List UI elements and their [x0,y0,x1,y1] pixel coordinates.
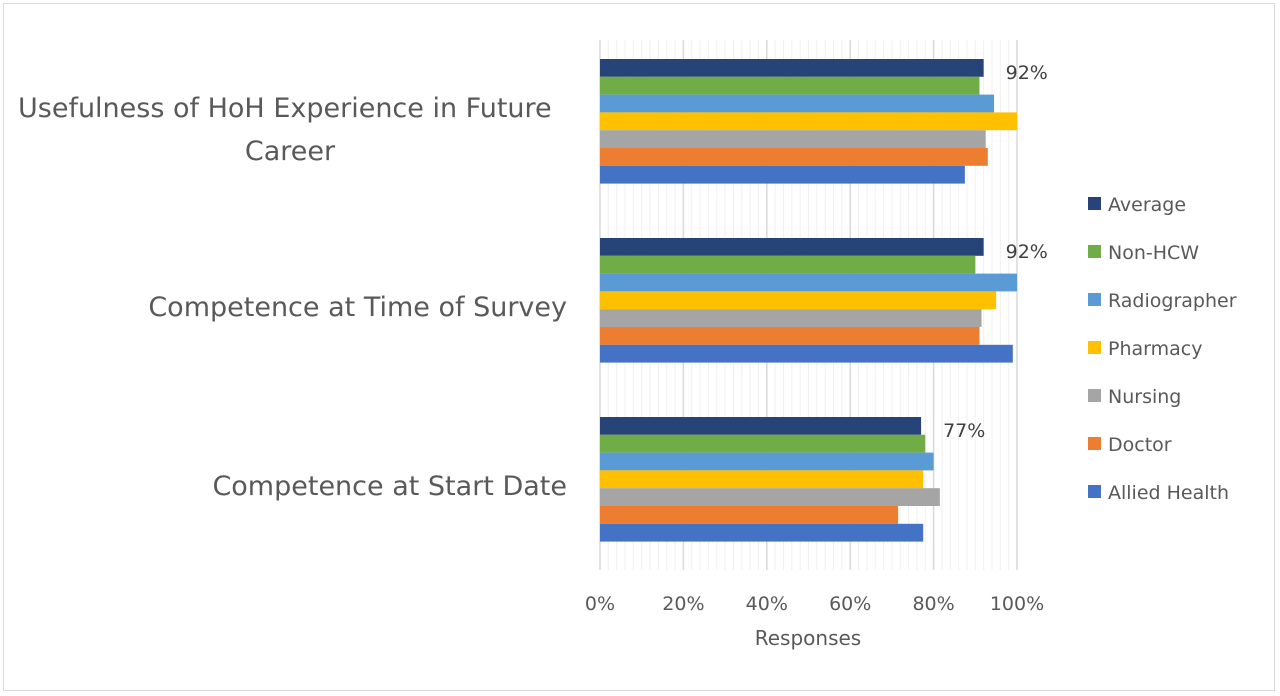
bar-radiographer [600,273,1017,292]
category-label-line: Competence at Time of Survey [148,292,567,323]
legend: Average Non-HCW Radiographer Pharmacy Nursin… [1088,194,1237,504]
bar-pharmacy [600,291,997,310]
bars-group [600,59,1017,542]
bar-radiographer [600,94,995,113]
bar-nursing [600,130,986,148]
bar-average [600,238,984,256]
category-labels: Usefulness of HoH Experience in Future Ca… [18,93,567,502]
bar-non-hcw [600,434,926,453]
data-labels: 92% 92% 77% [943,62,1048,442]
data-label: 92% [1006,241,1048,263]
legend-label: Pharmacy [1108,338,1202,360]
x-tick-label: 80% [912,593,954,615]
x-axis-title: Responses [755,626,861,650]
legend-label: Allied Health [1108,482,1229,504]
legend-swatch [1088,197,1101,210]
legend-swatch [1088,245,1101,258]
category-label: Competence at Start Date [212,471,567,502]
category-label-line: Career [245,136,336,167]
legend-label: Non-HCW [1108,242,1199,264]
bar-allied-health [600,165,965,184]
x-tick-labels: 0% 20% 40% 60% 80% 100% [585,593,1044,615]
x-tick-label: 40% [746,593,788,615]
bar-pharmacy [600,470,924,489]
legend-swatch [1088,389,1101,402]
category-label-line: Competence at Start Date [212,471,567,502]
legend-swatch [1088,293,1101,306]
bar-doctor [600,506,899,524]
x-tick-label: 100% [990,593,1044,615]
legend-swatch [1088,437,1101,450]
bar-non-hcw [600,76,980,95]
data-label: 92% [1006,62,1048,84]
bar-average [600,417,922,435]
category-label: Usefulness of HoH Experience in Future Ca… [18,93,552,167]
x-tick-label: 60% [829,593,871,615]
legend-label: Nursing [1108,386,1181,408]
x-tick-label: 20% [662,593,704,615]
bar-nursing [600,309,982,327]
bar-pharmacy [600,112,1017,131]
bar-nursing [600,488,940,506]
legend-swatch [1088,485,1101,498]
legend-swatch [1088,341,1101,354]
bar-non-hcw [600,255,976,274]
category-label-line: Usefulness of HoH Experience in Future [18,93,552,124]
bar-allied-health [600,523,924,542]
data-label: 77% [943,420,985,442]
bar-doctor [600,148,988,166]
bar-allied-health [600,344,1013,363]
legend-label: Doctor [1108,434,1172,456]
bar-radiographer [600,452,934,471]
x-tick-label: 0% [585,593,615,615]
bar-average [600,59,984,77]
bar-doctor [600,327,980,345]
legend-label: Radiographer [1108,290,1237,312]
legend-label: Average [1108,194,1186,216]
category-label: Competence at Time of Survey [148,292,567,323]
